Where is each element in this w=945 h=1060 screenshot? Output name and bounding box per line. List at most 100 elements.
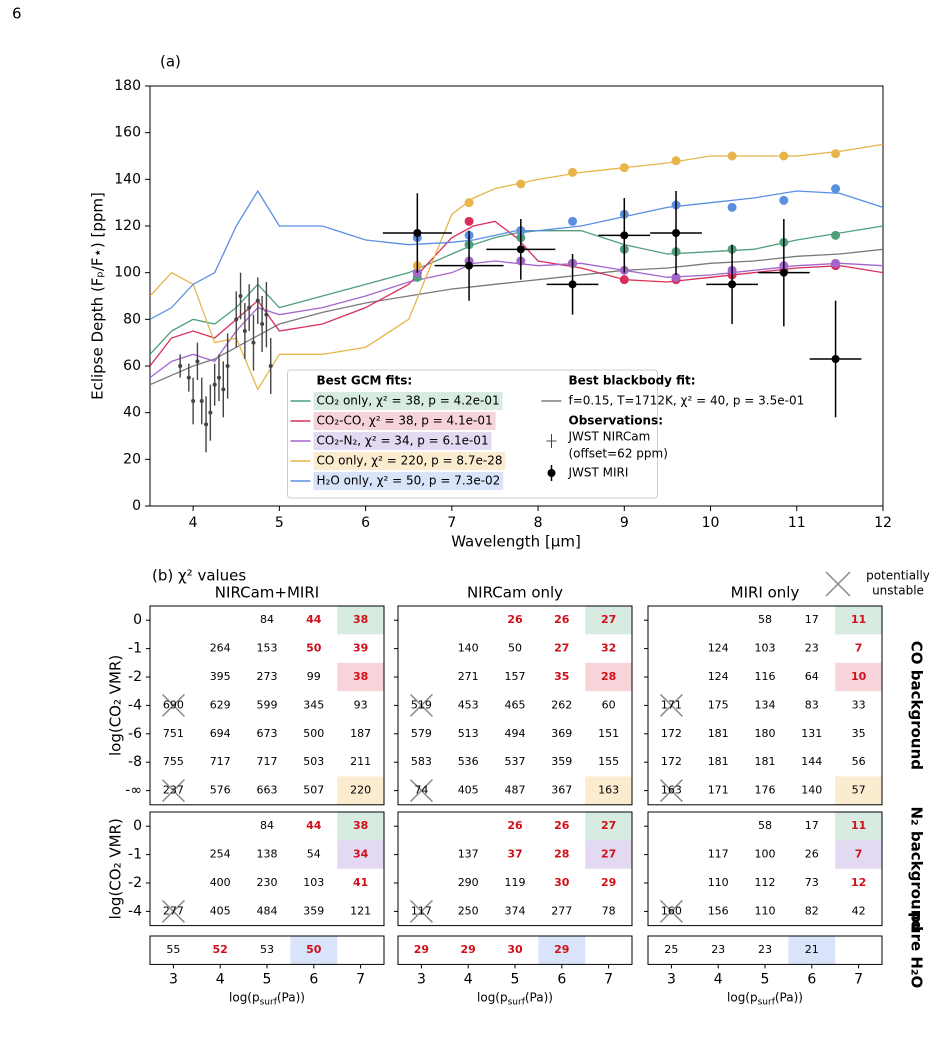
- data-point: [178, 364, 183, 368]
- label-part: surf: [758, 997, 776, 1007]
- column-label: 6: [557, 971, 566, 987]
- cell-value: 57: [852, 784, 866, 797]
- cell-value: 21: [805, 943, 819, 956]
- cell-value: 28: [601, 670, 616, 683]
- cross-icon: [825, 571, 851, 597]
- cell-value: 465: [505, 698, 526, 711]
- cell-value: 124: [708, 670, 729, 683]
- group-label: CO background: [908, 641, 926, 770]
- legend-highlight: [313, 392, 503, 410]
- cell-value: 27: [601, 848, 616, 861]
- cell-value: 134: [755, 698, 776, 711]
- data-point: [620, 231, 629, 240]
- cell-value: 519: [411, 698, 432, 711]
- y-tick-label: 140: [114, 171, 141, 187]
- data-point: [568, 280, 577, 289]
- cell-value: 453: [458, 698, 479, 711]
- row-label: -2: [128, 669, 142, 685]
- cell-value: 78: [602, 904, 616, 917]
- x-axis-label: Wavelength [μm]: [451, 533, 581, 551]
- unstable-cross: [409, 779, 433, 803]
- cell-value: 28: [554, 848, 569, 861]
- data-point: [216, 375, 221, 380]
- data-point: [728, 280, 737, 289]
- cell-value: 38: [353, 819, 368, 832]
- data-point: [199, 399, 204, 403]
- cell-value: 30: [507, 943, 523, 956]
- y-tick-label: 120: [114, 218, 141, 234]
- column-axis-label: log(psurf(Pa)): [727, 990, 803, 1007]
- data-point: [779, 268, 788, 277]
- cell-value: 58: [758, 613, 772, 626]
- cell-highlight: [337, 840, 384, 869]
- cell-value: 112: [755, 876, 776, 889]
- cell-value: 262: [551, 698, 572, 711]
- cell-value: 172: [661, 727, 682, 740]
- cell-value: 50: [508, 642, 522, 655]
- legend-title: Best blackbody fit:: [569, 374, 696, 388]
- data-point: [195, 359, 200, 364]
- binned-point: [516, 179, 526, 189]
- label-part: (Pa)): [277, 990, 305, 1004]
- cell-value: 124: [708, 642, 729, 655]
- data-point: [268, 364, 273, 368]
- cell-value: 374: [505, 904, 526, 917]
- column-axis-label: log(psurf(Pa)): [229, 990, 305, 1007]
- cell-value: 175: [708, 698, 729, 711]
- cell-value: 11: [851, 819, 866, 832]
- cell-value: 27: [601, 613, 616, 626]
- cell-value: 181: [755, 755, 776, 768]
- cell-value: 33: [852, 698, 866, 711]
- y-tick-label: 80: [123, 311, 141, 327]
- legend-highlight: [313, 412, 496, 430]
- cell-highlight: [835, 812, 882, 841]
- cell-value: 23: [805, 642, 819, 655]
- y-tick-label: 20: [123, 451, 141, 467]
- cell-value: 163: [598, 784, 619, 797]
- cell-value: 673: [257, 727, 278, 740]
- panel-label: (a): [160, 53, 181, 71]
- label-part: log(p: [229, 990, 260, 1004]
- cell-value: 25: [664, 943, 678, 956]
- cell-value: 100: [755, 848, 776, 861]
- data-point: [238, 294, 243, 298]
- legend-label: CO₂-CO, χ² = 38, p = 4.1e-01: [317, 414, 493, 428]
- row-label: -1: [128, 847, 142, 863]
- binned-point: [568, 167, 578, 177]
- legend-label: JWST MIRI: [568, 466, 629, 480]
- row-label: -2: [128, 875, 142, 891]
- cell-value: 717: [257, 755, 278, 768]
- grid-frame: [149, 605, 385, 806]
- cell-value: 153: [257, 642, 278, 655]
- cell-highlight: [835, 840, 882, 869]
- unstable-cross: [659, 693, 683, 717]
- cell-value: 140: [458, 642, 479, 655]
- cell-value: 487: [505, 784, 526, 797]
- cell-value: 119: [505, 876, 526, 889]
- label-part: surf: [508, 997, 526, 1007]
- cell-value: 23: [758, 943, 772, 956]
- binned-point: [779, 195, 789, 205]
- binned-point: [619, 163, 629, 173]
- legend-label: CO₂-N₂, χ² = 34, p = 6.1e-01: [317, 434, 489, 448]
- cell-value: 84: [260, 819, 274, 832]
- cell-value: 117: [411, 904, 432, 917]
- binned-point: [779, 151, 789, 161]
- cell-value: 52: [213, 943, 228, 956]
- cell-value: 73: [805, 876, 819, 889]
- cell-value: 39: [353, 642, 368, 655]
- data-point: [242, 329, 247, 333]
- cell-value: 103: [755, 642, 776, 655]
- cell-highlight: [788, 936, 836, 965]
- cell-value: 56: [852, 755, 866, 768]
- cell-value: 29: [601, 876, 616, 889]
- cell-value: 84: [260, 613, 274, 626]
- cell-highlight: [538, 936, 586, 965]
- cell-value: 50: [306, 943, 322, 956]
- cell-highlight: [337, 812, 384, 841]
- binned-point: [464, 216, 474, 226]
- cell-value: 484: [257, 904, 278, 917]
- cell-value: 400: [210, 876, 231, 889]
- legend-highlight: [313, 472, 504, 490]
